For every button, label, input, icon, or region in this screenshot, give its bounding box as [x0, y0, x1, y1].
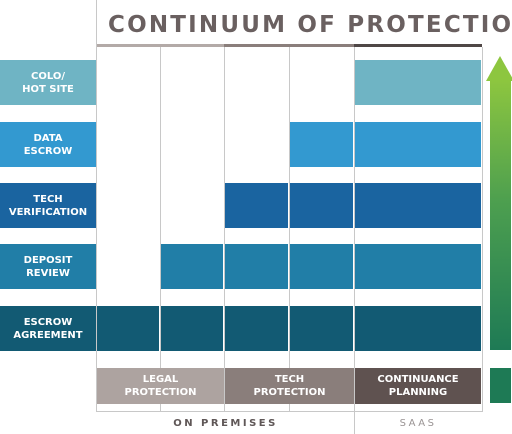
coverage-cell-deposit-review [161, 244, 223, 289]
level-label-colo-hot-site: COLO/ HOT SITE [0, 60, 96, 105]
grid-line [96, 0, 97, 412]
grid-line [482, 47, 483, 412]
coverage-cell-escrow-agreement [355, 306, 481, 351]
level-label-escrow-agreement: ESCROW AGREEMENT [0, 306, 96, 351]
coverage-cell-escrow-agreement [225, 306, 288, 351]
column-top-bar-legal [96, 44, 224, 47]
coverage-cell-tech-verification [225, 183, 288, 228]
column-label-tech-protection: TECH PROTECTION [225, 368, 354, 404]
coverage-cell-data-escrow [355, 122, 481, 167]
level-label-tech-verification: TECH VERIFICATION [0, 183, 96, 228]
coverage-cell-escrow-agreement [161, 306, 223, 351]
column-top-bar-continuance [354, 44, 482, 47]
level-label-data-escrow: DATA ESCROW [0, 122, 96, 167]
protection-arrow [490, 80, 511, 350]
coverage-cell-deposit-review [290, 244, 353, 289]
coverage-cell-data-escrow [290, 122, 353, 167]
diagram-title: CONTINUUM OF PROTECTION [108, 12, 512, 38]
level-label-deposit-review: DEPOSIT REVIEW [0, 244, 96, 289]
grid-line [289, 47, 290, 412]
coverage-cell-escrow-agreement [97, 306, 159, 351]
column-label-legal-protection: LEGAL PROTECTION [97, 368, 224, 404]
grid-line [224, 47, 225, 412]
column-label-continuance-planning: CONTINUANCE PLANNING [355, 368, 481, 404]
coverage-cell-deposit-review [225, 244, 288, 289]
group-label-saas: SAAS [399, 417, 437, 429]
coverage-cell-deposit-review [355, 244, 481, 289]
coverage-cell-colo-saas [355, 60, 481, 105]
grid-line [96, 411, 482, 412]
arrow-base-square [490, 368, 511, 403]
grid-line [160, 47, 161, 412]
grid-line [354, 47, 355, 434]
coverage-cell-tech-verification [355, 183, 481, 228]
arrow-up-icon [486, 56, 512, 81]
coverage-cell-escrow-agreement [290, 306, 353, 351]
column-top-bar-tech [224, 44, 354, 47]
group-label-on-premises: ON PREMISES [173, 417, 278, 429]
coverage-cell-tech-verification [290, 183, 353, 228]
